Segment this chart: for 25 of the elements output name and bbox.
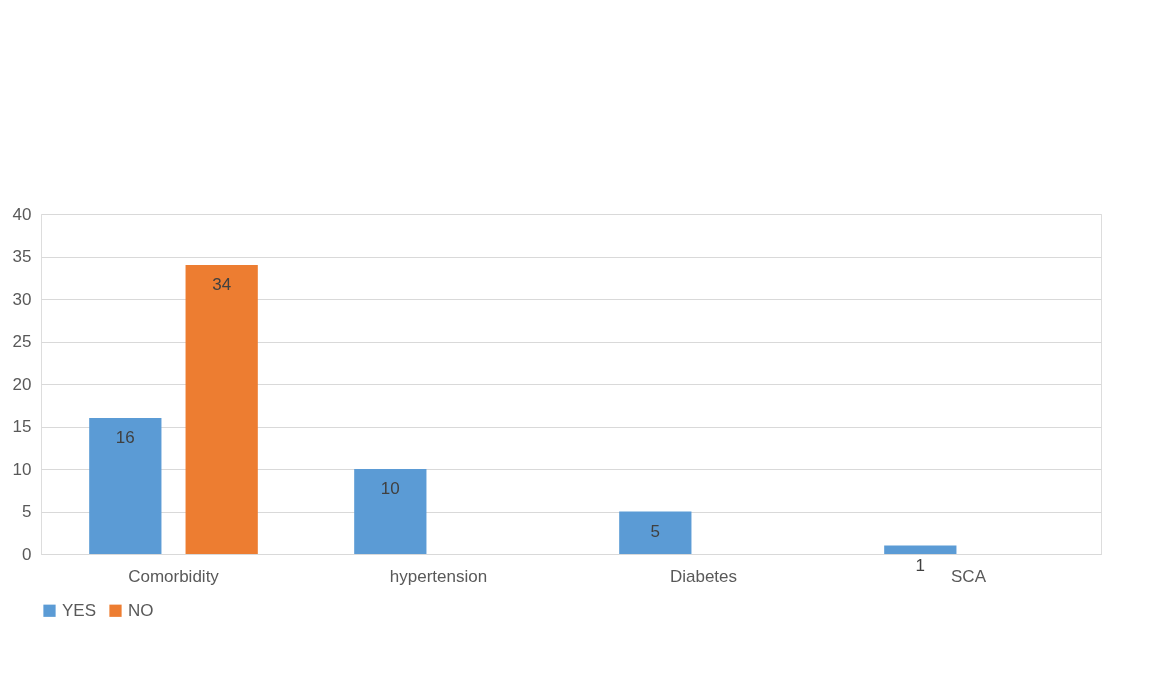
x-tick-label: Diabetes <box>669 566 738 586</box>
x-tick-label: SCA <box>951 566 987 586</box>
y-tick-label: 35 <box>12 247 32 266</box>
x-tick-label: hypertension <box>389 566 488 586</box>
data-label: 16 <box>115 428 135 447</box>
data-label: 5 <box>650 521 661 541</box>
y-tick-label: 40 <box>12 204 32 224</box>
data-label: 34 <box>212 275 232 294</box>
bar <box>884 545 957 554</box>
legend-label: NO <box>128 600 154 620</box>
y-tick-label: 25 <box>12 332 32 351</box>
bar <box>619 511 692 554</box>
legend-label: YES <box>62 600 97 620</box>
y-tick-label: 0 <box>22 544 32 564</box>
data-label: 1 <box>915 555 926 575</box>
y-tick-label: 15 <box>12 417 32 436</box>
y-tick-label: 30 <box>12 289 32 309</box>
y-tick-label: 5 <box>22 502 32 521</box>
bar <box>354 469 427 554</box>
y-tick-label: 20 <box>12 374 32 394</box>
x-tick-label: Comorbidity <box>128 566 220 586</box>
y-tick-label: 10 <box>12 459 32 479</box>
data-label: 10 <box>380 479 400 498</box>
bar <box>185 265 258 554</box>
bar <box>89 418 162 554</box>
